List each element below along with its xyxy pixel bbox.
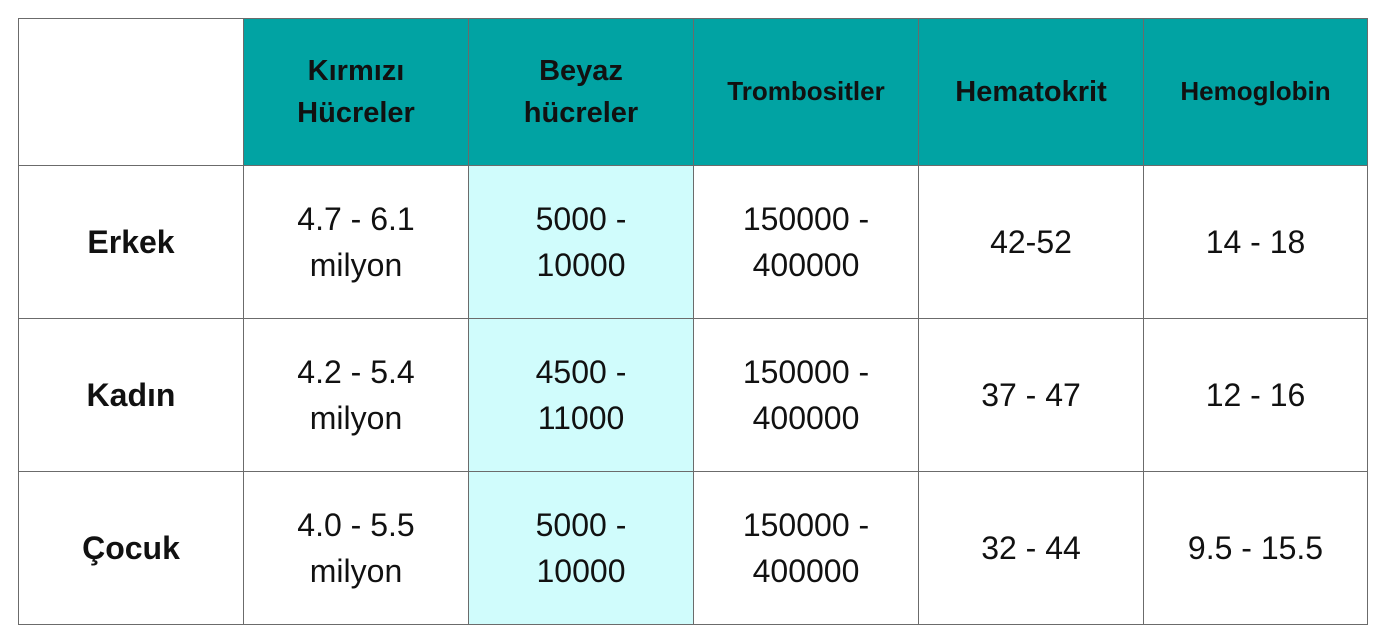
blood-values-table: Kırmızı Hücreler Beyaz hücreler Trombosi… (18, 18, 1368, 625)
cell-platelets: 150000 - 400000 (693, 471, 919, 625)
row-label: Kadın (18, 318, 244, 472)
cell-hemoglobin: 14 - 18 (1143, 165, 1368, 319)
table-row: Erkek 4.7 - 6.1 milyon 5000 - 10000 1500… (18, 165, 1368, 319)
header-hemoglobin: Hemoglobin (1143, 18, 1368, 166)
cell-white-cells: 5000 - 10000 (468, 471, 694, 625)
header-platelets: Trombositler (693, 18, 919, 166)
header-red-cells: Kırmızı Hücreler (243, 18, 469, 166)
cell-hemoglobin: 9.5 - 15.5 (1143, 471, 1368, 625)
table-row: Çocuk 4.0 - 5.5 milyon 5000 - 10000 1500… (18, 471, 1368, 625)
header-hematocrit: Hematokrit (918, 18, 1144, 166)
row-label: Erkek (18, 165, 244, 319)
header-white-cells: Beyaz hücreler (468, 18, 694, 166)
cell-red-cells: 4.7 - 6.1 milyon (243, 165, 469, 319)
cell-hematocrit: 32 - 44 (918, 471, 1144, 625)
header-row: Kırmızı Hücreler Beyaz hücreler Trombosi… (18, 18, 1368, 166)
cell-white-cells: 5000 - 10000 (468, 165, 694, 319)
cell-white-cells: 4500 - 11000 (468, 318, 694, 472)
cell-platelets: 150000 - 400000 (693, 318, 919, 472)
cell-platelets: 150000 - 400000 (693, 165, 919, 319)
cell-hematocrit: 42-52 (918, 165, 1144, 319)
cell-hemoglobin: 12 - 16 (1143, 318, 1368, 472)
corner-cell (18, 18, 244, 166)
table-row: Kadın 4.2 - 5.4 milyon 4500 - 11000 1500… (18, 318, 1368, 472)
cell-red-cells: 4.2 - 5.4 milyon (243, 318, 469, 472)
cell-hematocrit: 37 - 47 (918, 318, 1144, 472)
cell-red-cells: 4.0 - 5.5 milyon (243, 471, 469, 625)
row-label: Çocuk (18, 471, 244, 625)
